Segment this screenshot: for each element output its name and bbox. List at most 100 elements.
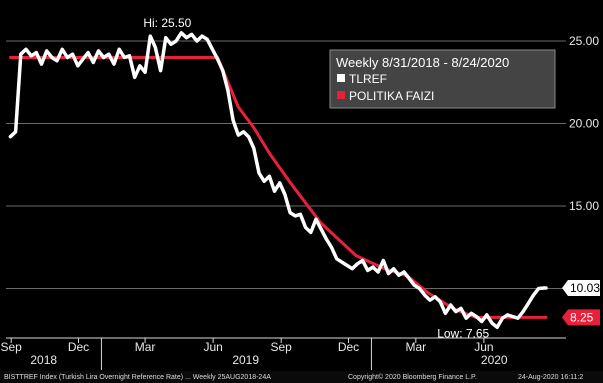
data-point bbox=[355, 254, 357, 257]
data-point bbox=[103, 56, 105, 59]
y-tick-label: 20.00 bbox=[569, 117, 599, 131]
data-point bbox=[20, 53, 22, 55]
data-point bbox=[387, 273, 390, 275]
legend: Weekly 8/31/2018 - 8/24/2020 TLREF POLIT… bbox=[329, 49, 556, 109]
x-tick-label: Dec bbox=[68, 340, 89, 354]
data-point bbox=[320, 228, 322, 230]
gridlines bbox=[6, 40, 566, 289]
data-point bbox=[206, 38, 208, 40]
data-point bbox=[149, 35, 151, 37]
data-point bbox=[253, 127, 255, 129]
x-tick-label: Sep bbox=[271, 340, 293, 354]
data-point bbox=[66, 56, 68, 59]
legend-swatch-politika-faizi bbox=[337, 91, 345, 99]
data-point bbox=[222, 70, 224, 72]
data-point bbox=[288, 180, 290, 182]
data-point bbox=[299, 213, 301, 215]
data-point bbox=[381, 267, 384, 269]
data-point bbox=[325, 238, 327, 240]
data-point bbox=[165, 37, 167, 39]
data-point bbox=[424, 294, 426, 296]
data-point bbox=[336, 258, 338, 260]
data-point bbox=[367, 269, 369, 271]
low-annotation: Low: 7.65 bbox=[437, 326, 489, 340]
x-tick-label: Mar bbox=[135, 340, 156, 354]
data-point bbox=[113, 63, 115, 65]
data-point bbox=[522, 311, 524, 313]
data-point bbox=[56, 60, 58, 62]
footer-right: 24-Aug-2020 16:11:2 bbox=[518, 374, 583, 381]
data-point bbox=[289, 212, 291, 214]
data-point bbox=[61, 48, 63, 50]
x-tick-label: Sep bbox=[0, 340, 22, 354]
data-point bbox=[538, 287, 540, 290]
data-point bbox=[15, 131, 17, 133]
data-point bbox=[92, 61, 94, 64]
y-tick-label: 15.00 bbox=[569, 199, 599, 213]
data-point bbox=[496, 326, 498, 328]
data-point bbox=[507, 314, 509, 316]
tlref-series bbox=[8, 31, 548, 330]
data-point bbox=[227, 89, 229, 92]
data-point bbox=[87, 52, 89, 54]
data-point bbox=[294, 215, 296, 217]
data-point bbox=[201, 35, 203, 37]
data-point bbox=[465, 317, 467, 319]
data-point bbox=[517, 317, 519, 319]
data-point bbox=[351, 268, 353, 270]
data-point bbox=[481, 320, 483, 323]
data-point bbox=[305, 226, 307, 229]
x-tick-label: Jun bbox=[474, 340, 493, 354]
data-point bbox=[263, 180, 265, 182]
data-point bbox=[118, 48, 120, 50]
x-year-label: 2020 bbox=[481, 353, 508, 367]
data-point bbox=[9, 56, 11, 59]
data-point bbox=[191, 33, 193, 36]
data-point bbox=[175, 40, 177, 42]
data-point bbox=[545, 316, 547, 318]
data-point bbox=[196, 40, 198, 42]
data-point bbox=[154, 47, 156, 49]
data-point bbox=[217, 58, 219, 60]
data-point bbox=[450, 304, 452, 306]
legend-title: Weekly 8/31/2018 - 8/24/2020 bbox=[336, 55, 509, 70]
high-annotation: Hi: 25.50 bbox=[143, 16, 191, 30]
data-point bbox=[382, 259, 384, 262]
data-point bbox=[512, 316, 514, 318]
data-point bbox=[439, 301, 441, 303]
data-point bbox=[434, 296, 436, 298]
data-point bbox=[284, 193, 286, 196]
data-point bbox=[253, 147, 255, 149]
footer-bar bbox=[0, 371, 603, 383]
data-point bbox=[35, 52, 37, 54]
data-point bbox=[51, 56, 53, 59]
data-point bbox=[444, 312, 446, 314]
data-point bbox=[77, 65, 79, 67]
data-point bbox=[25, 48, 27, 50]
data-point bbox=[491, 322, 493, 324]
data-point bbox=[486, 314, 488, 316]
data-point bbox=[372, 266, 374, 268]
x-year-label: 2019 bbox=[232, 353, 259, 367]
data-point bbox=[315, 218, 317, 220]
data-point bbox=[346, 264, 348, 266]
data-point bbox=[268, 152, 270, 154]
data-point bbox=[170, 43, 172, 45]
data-point bbox=[134, 76, 136, 78]
data-point bbox=[403, 271, 405, 273]
y-tick-label: 25.00 bbox=[569, 34, 599, 48]
data-point bbox=[139, 65, 141, 67]
data-point bbox=[97, 50, 100, 52]
data-point bbox=[268, 175, 270, 177]
data-point bbox=[144, 71, 146, 73]
x-year-label: 2018 bbox=[30, 353, 57, 367]
data-point bbox=[356, 263, 358, 265]
data-point bbox=[330, 246, 333, 248]
data-point bbox=[46, 50, 48, 52]
data-point bbox=[429, 299, 431, 301]
data-point bbox=[501, 317, 503, 319]
data-point bbox=[545, 287, 547, 289]
legend-label-politika-faizi: POLITIKA FAIZI bbox=[349, 89, 434, 103]
data-point bbox=[455, 311, 457, 313]
